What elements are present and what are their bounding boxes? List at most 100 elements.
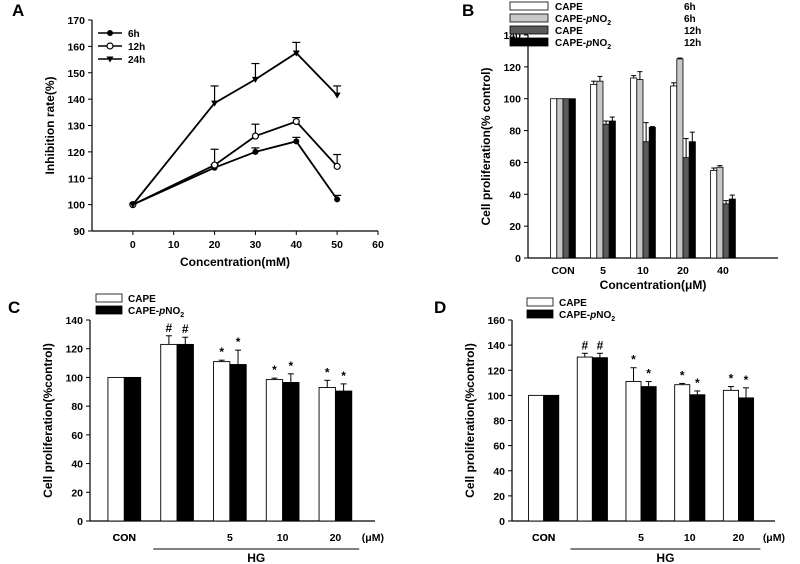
panel-a-x-tick-label: 20 [209,239,221,251]
panel-b-bar [682,157,690,259]
panel-b-legend-time: 6h [684,14,696,25]
panel-d-bar [640,386,657,522]
panel-c-significance-mark: * [288,359,293,373]
panel-d-significance-mark: * [646,367,651,381]
panel-b-x-tick-label: 20 [677,265,689,277]
panel-b-y-tick-label: 0 [515,253,521,265]
panel-b-bar [556,98,564,259]
panel-c-y-tick-label: 60 [71,430,83,442]
panel-d-y-tick-label: 0 [499,516,505,528]
panel-d-significance-mark: # [581,338,588,352]
panel-c-significance-mark: * [272,363,277,377]
panel-label-d: D [434,298,446,317]
panel-b-legend-swatch [509,13,549,23]
panel-label-b: B [462,1,474,20]
panel-d-bar [689,394,706,522]
panel-b-bar [636,79,644,259]
panel-c-significance-mark: # [182,322,189,336]
panel-d-x-tick-label-con: CON [532,532,555,544]
panel-a-point-12h [251,132,260,140]
panel-b-y-tick-label: 20 [509,221,521,233]
panel-d-legend-swatch [526,309,554,319]
panel-c-legend-swatch [95,293,123,303]
panel-c-y-tick-label: 120 [65,344,83,356]
panel-c-significance-mark: * [325,365,330,379]
panel-a-x-tick-label: 0 [130,239,136,251]
panel-label-a: A [12,1,24,20]
panel-d-y-tick-label: 160 [487,315,505,327]
panel-a-point-24h [251,76,259,83]
panel-c-y-tick-label: 40 [71,459,83,471]
panel-b-y-axis-label: Cell proliferation(% control) [479,67,493,225]
panel-c-x-tick-label: 5 [227,532,233,544]
panel-d-y-tick-label: 40 [493,466,505,478]
panel-a-y-tick-label: 110 [68,173,85,185]
panel-b-bar [710,169,718,259]
panel-a-y-tick-label: 140 [67,94,85,106]
panel-b-bar [722,203,730,259]
panel-b-bar [648,126,656,259]
panel-a-y-tick-label: 120 [67,147,85,159]
panel-a-line-12h [132,120,338,206]
panel-b-bar [608,120,616,259]
panel-d-significance-mark: # [597,338,604,352]
panel-b-bar [596,80,604,259]
panel-c-bar [318,387,336,522]
panel-d-y-tick-label: 60 [493,441,505,453]
panel-d-x-tick-label: 10 [684,532,696,544]
panel-b-bar [676,58,684,259]
panel-d-legend-label: CAPE-pNO2 [559,310,615,323]
panel-a-point-12h [292,117,300,126]
panel-d-bar [674,384,691,522]
panel-c-significance-mark: * [341,369,346,383]
panel-b-x-tick-label: 5 [600,265,606,277]
panel-a-legend-marker [107,30,113,36]
panel-b-bar [550,98,558,259]
panel-d-bar [722,389,739,522]
panel-c-bar [107,376,125,522]
panel-b-y-tick-label: 80 [509,126,521,138]
panel-b-bar [630,77,638,259]
panel-c-significance-mark: * [236,335,241,349]
panel-c-significance-mark: * [219,345,224,359]
panel-b-x-tick-label: CON [551,265,574,277]
panel-c-y-tick-label: 100 [65,372,83,384]
panel-d-bar [528,394,545,522]
panel-b-y-tick-label: 40 [509,189,521,201]
panel-c-x-tick-label: CON [113,532,136,544]
panel-d-bar [625,381,642,522]
panel-c-bar [265,379,284,522]
panel-a-point-6h [293,138,300,145]
panel-a-x-tick-label: 50 [331,239,343,251]
panel-d-unit-label: (μM) [763,532,785,544]
panel-a-point-24h [292,50,300,57]
panel-a-y-tick-label: 90 [73,226,85,238]
panel-a-y-tick-label: 130 [67,121,85,133]
panel-c-y-axis-label: Cell proliferation(%control) [41,343,55,498]
panel-a-y-tick-label: 170 [67,15,85,27]
panel-a-legend-label: 24h [128,55,145,66]
panel-b-legend-time: 12h [684,38,701,49]
panel-b-legend-label: CAPE-pNO2 [555,38,611,51]
panel-c-bar [160,343,178,522]
panel-d-x-tick-label: 20 [733,532,745,544]
panel-c-bar [282,382,300,522]
panel-b-y-tick-label: 60 [509,157,521,169]
panel-c-bar [176,343,194,522]
panel-d-bar [543,394,560,522]
panel-d-bar [576,356,593,522]
panel-b-bar [716,166,724,259]
panel-c-y-tick-label: 0 [77,516,83,528]
panel-c-bar [123,376,142,522]
panel-d-significance-mark: * [680,368,685,382]
panel-b-bar [688,141,696,259]
panel-d-x-tick-label: CON [532,532,555,544]
panel-b-x-tick-label: 10 [637,265,649,277]
panel-a-x-tick-label: 10 [168,239,180,251]
panel-d-legend-swatch [526,297,554,307]
panel-c-x-tick-label: 20 [330,532,342,544]
panel-b-bar [670,85,678,259]
panel-a-point-12h [333,162,341,170]
panel-a-point-24h [211,100,219,107]
panel-a-y-tick-label: 150 [67,68,85,80]
